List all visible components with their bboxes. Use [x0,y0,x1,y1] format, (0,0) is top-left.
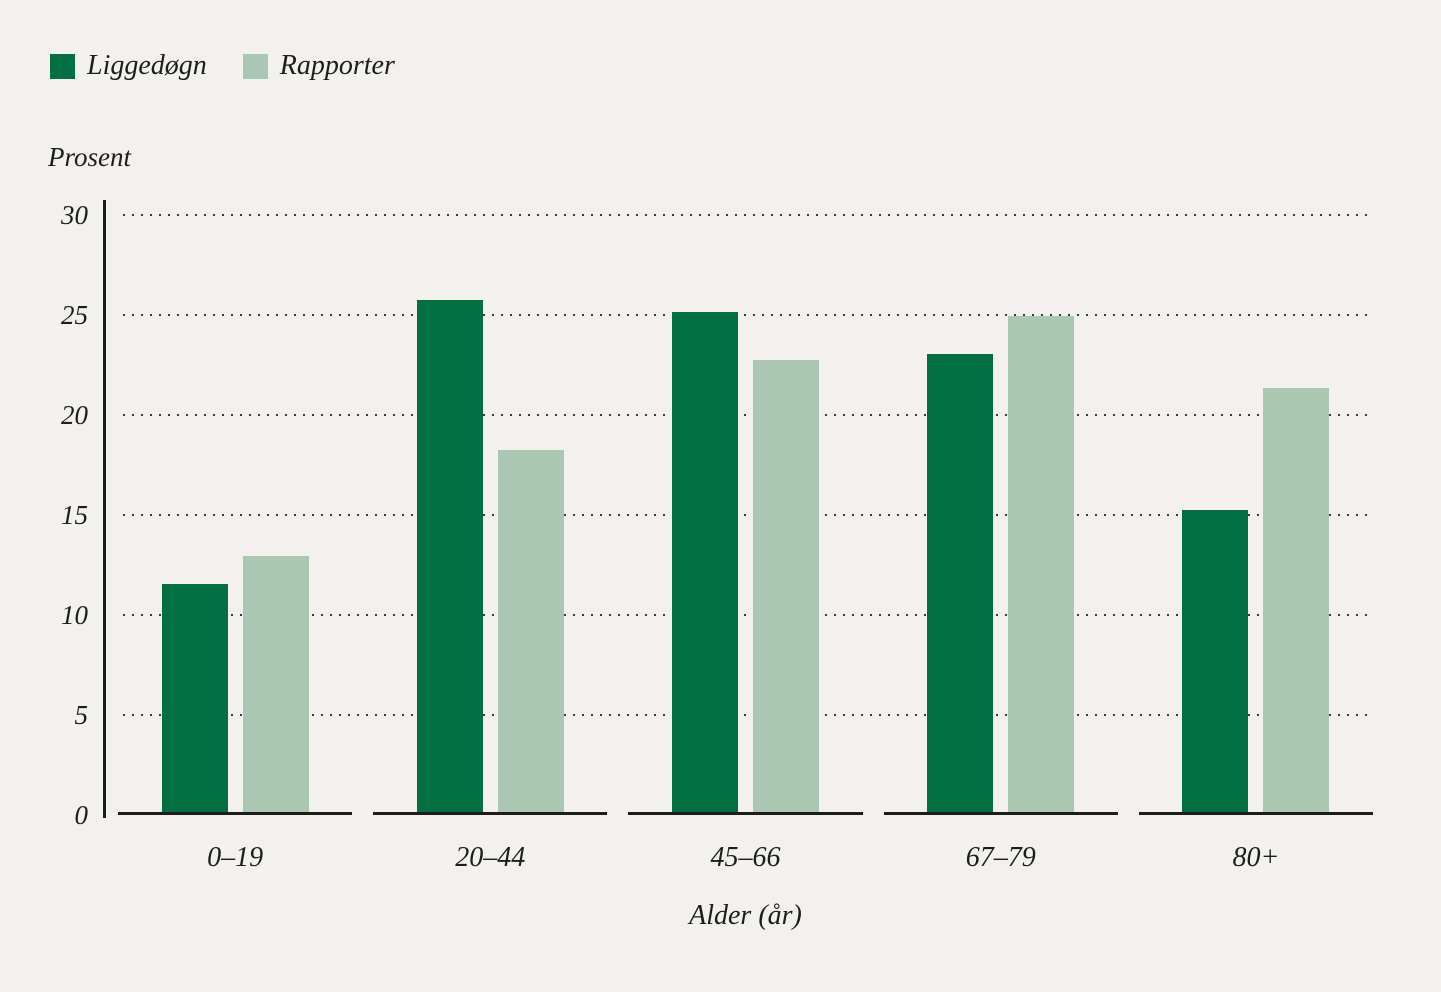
x-tick-label: 45–66 [710,842,781,873]
y-tick-label: 10 [61,600,88,630]
y-tick-label: 5 [74,700,89,730]
y-tick-label: 25 [61,300,88,330]
x-tick-label: 67–79 [965,842,1036,873]
gridline-20 [123,414,1370,416]
legend-color-swatch [50,53,75,79]
bar-liggedogn [416,300,483,812]
plot-area: 0 5 10 15 20 25 30 0–19 20–44 45–66 67–79 80+ [61,200,1374,873]
legend: Liggedøgn Rapporter [50,50,395,82]
bar-rapporter [753,360,819,812]
gridline-5 [123,714,1370,716]
bar-group: 80+ [1138,215,1374,873]
bar-group: 20–44 [373,215,608,873]
y-tick-label: 0 [74,800,89,830]
x-tick-label: 80+ [1232,842,1280,873]
bar-liggedogn [161,584,228,812]
bar-rapporter [1008,316,1075,812]
bar-group: 0–19 [118,215,353,873]
bar-liggedogn [1182,510,1249,812]
gridline-30 [123,214,1370,216]
bar-group: 45–66 [628,215,863,873]
gridline-10 [123,614,1370,616]
y-axis-title: Prosent [48,142,131,172]
bar-group: 67–79 [883,215,1118,873]
bar-rapporter [497,450,564,812]
bar-liggedogn [672,312,738,812]
bar-rapporter [242,556,309,812]
bar-rapporter [1263,388,1330,812]
x-axis-title: Alder (år) [689,900,802,931]
legend-item-liggedogn: Liggedøgn [50,50,207,82]
bar-groups-row: 0–19 20–44 45–66 67–79 80+ [118,215,1374,873]
legend-color-swatch [242,53,268,79]
legend-label: Liggedøgn [87,50,207,81]
gridline-25 [123,314,1370,316]
gridline-15 [123,514,1370,516]
y-axis-line [103,200,106,818]
x-tick-label: 20–44 [455,842,526,873]
x-tick-label: 0–19 [207,842,264,873]
legend-item-rapporter: Rapporter [242,50,395,82]
y-tick-label: 30 [61,200,88,230]
legend-label: Rapporter [279,50,395,81]
bar-liggedogn [927,354,994,812]
y-tick-label: 15 [61,500,88,530]
y-tick-label: 20 [61,400,88,430]
